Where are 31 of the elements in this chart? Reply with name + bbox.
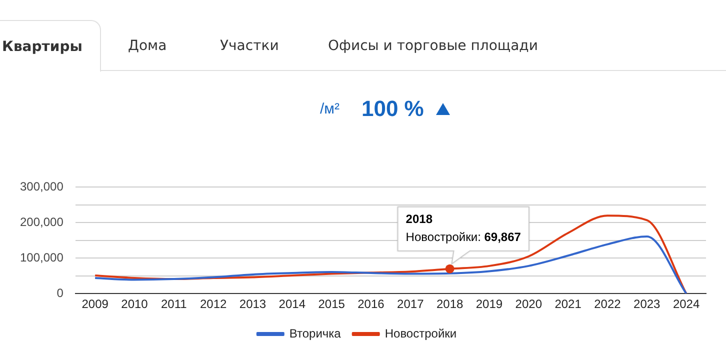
x-tick-label: 2019 <box>476 297 503 312</box>
x-tick-label: 2021 <box>554 297 582 312</box>
y-tick-label: 0 <box>56 286 64 300</box>
category-label: 2018 <box>406 212 433 226</box>
line-series <box>94 214 688 294</box>
x-tick-label: 2017 <box>397 297 424 312</box>
x-tick-label: 2018 <box>436 297 464 312</box>
x-tick-label: 2013 <box>239 297 266 312</box>
x-tick-label: 2024 <box>672 297 700 312</box>
text: Офисы и торговые площади <box>328 37 538 56</box>
x-tick-label: 2022 <box>594 297 622 312</box>
legend-label: Новостройки <box>384 326 457 340</box>
x-tick-label: 2020 <box>515 297 542 312</box>
y-tick-label: 100,000 <box>20 250 64 264</box>
legend-label: Вторичка <box>289 326 342 340</box>
x-tick-label: 2016 <box>358 297 385 312</box>
x-tick-label: 2015 <box>318 297 346 312</box>
annotation: Новостройки: 69,867 <box>406 230 522 244</box>
x-tick-label: 2011 <box>161 297 188 312</box>
y-tick-label: 300,000 <box>20 180 64 194</box>
text: Дома <box>128 37 167 56</box>
x-tick-label: 2010 <box>121 297 148 312</box>
y-tick-label: 200,000 <box>20 214 64 229</box>
text: /м² <box>320 100 340 118</box>
text: 100 % <box>361 96 424 121</box>
text: Участки <box>220 37 279 56</box>
x-tick-label: 2023 <box>634 297 661 312</box>
x-tick-label: 2012 <box>200 297 227 312</box>
x-tick-label: 2009 <box>82 297 109 312</box>
x-tick-label: 2014 <box>278 297 306 312</box>
text: Квартиры <box>0 20 102 72</box>
